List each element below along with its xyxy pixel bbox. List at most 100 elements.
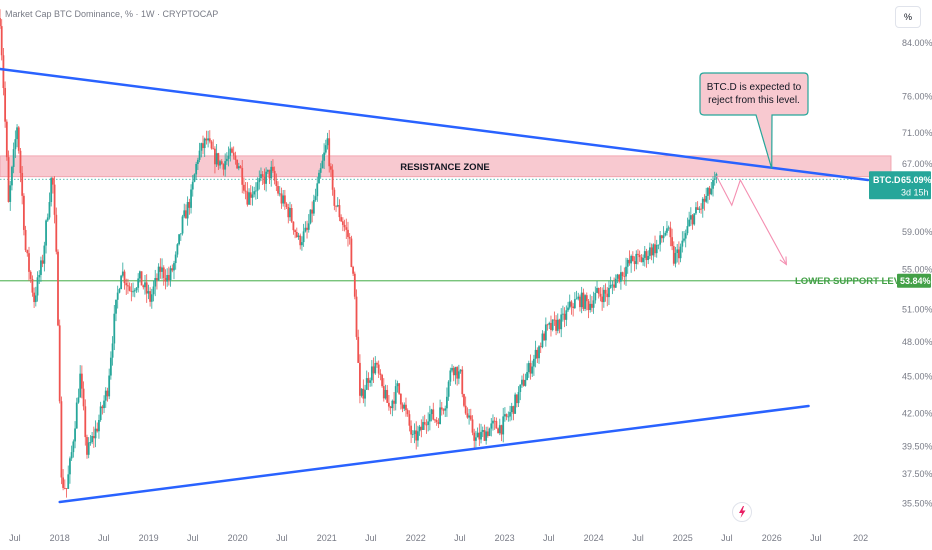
candles <box>0 9 718 498</box>
callout-line: BTC.D is expected to <box>707 82 802 93</box>
candle-body <box>14 139 17 150</box>
candle-body <box>596 288 598 293</box>
candle-body <box>65 488 68 489</box>
candle-body <box>176 244 179 255</box>
candle-body <box>343 224 346 228</box>
candle-body <box>360 388 363 396</box>
chart-title: Market Cap BTC Dominance, % · 1W · CRYPT… <box>5 9 219 19</box>
candle-body <box>393 400 395 404</box>
candle-body <box>241 167 244 185</box>
candle-body <box>703 198 706 202</box>
candle-body <box>106 390 109 397</box>
candle-body <box>178 234 181 245</box>
time-axis[interactable]: Jul 2018 Jul 2019 Jul 2020 Jul 2021 Jul 2022 Jul 20… <box>9 533 868 543</box>
price-tick-label: 48.00% <box>902 337 932 347</box>
candle-body <box>517 392 520 404</box>
candle-body <box>193 174 196 182</box>
price-tags: BTC.D 65.09% 3d 15h 53.84% <box>869 171 932 288</box>
candle-body <box>573 299 576 309</box>
candle-body <box>321 160 324 169</box>
candle-body <box>355 296 358 337</box>
candle-body <box>46 217 49 221</box>
time-tick-label: Jul <box>98 533 110 543</box>
support-level: LOWER SUPPORT LEVEL <box>0 178 912 287</box>
price-tick-label: 45.00% <box>902 372 932 382</box>
candle-body <box>222 164 225 170</box>
candle-body <box>480 431 482 440</box>
candle-body <box>464 405 467 414</box>
time-tick-label: 2018 <box>50 533 70 543</box>
candle-body <box>405 404 407 411</box>
candle-body <box>63 487 66 489</box>
price-tick-label: 35.50% <box>902 498 932 508</box>
candle-body <box>616 274 619 279</box>
candle-body <box>167 275 170 281</box>
candle-body <box>282 195 285 204</box>
candle-body <box>51 178 54 185</box>
candle-body <box>202 143 204 149</box>
candle-body <box>384 389 387 399</box>
price-axis[interactable]: 35.50% 37.50% 39.50% 42.00% 45.00% 48.00% 51.0… <box>902 38 932 509</box>
candle-body <box>0 26 3 56</box>
candle-body <box>466 413 469 418</box>
candle-body <box>159 266 162 272</box>
candle-body <box>696 207 699 210</box>
candle-body <box>364 389 366 399</box>
candle-body <box>326 138 329 146</box>
candle-body <box>24 229 27 251</box>
candle-body <box>710 188 713 195</box>
candle-body <box>381 374 383 387</box>
candle-body <box>580 292 583 308</box>
candle-body <box>307 223 310 230</box>
candle-body <box>398 383 401 394</box>
candle-body <box>82 388 85 407</box>
price-tick-label: 39.50% <box>902 441 932 451</box>
candle-body <box>256 182 259 191</box>
projection-path <box>715 175 787 266</box>
candle-body <box>492 420 494 424</box>
candle-body <box>432 409 435 420</box>
candle-body <box>423 422 426 425</box>
resistance-zone: RESISTANCE ZONE <box>0 155 892 178</box>
candle-body <box>195 163 198 175</box>
candle-body <box>9 185 12 202</box>
candle-body <box>585 295 588 302</box>
price-tick-label: 71.00% <box>902 128 932 138</box>
candle-body <box>582 292 585 309</box>
candle-body <box>123 271 126 284</box>
candle-body <box>150 294 153 302</box>
candle-body <box>565 310 568 320</box>
candle-body <box>297 235 300 237</box>
candle-body <box>36 277 39 296</box>
candle-body <box>676 249 679 253</box>
current-price-symbol: BTC.D <box>873 175 901 185</box>
candle-body <box>376 363 378 365</box>
candle-body <box>75 402 78 429</box>
resistance-zone-band <box>0 155 892 178</box>
candle-body <box>628 259 631 264</box>
candle-body <box>357 336 360 363</box>
candle-body <box>659 235 662 245</box>
candle-body <box>304 227 307 232</box>
candle-body <box>121 271 124 276</box>
candle-body <box>96 428 99 432</box>
scale-unit-button[interactable]: % <box>895 6 921 28</box>
candle-body <box>231 148 233 153</box>
candle-body <box>217 153 220 166</box>
candle-body <box>601 296 604 303</box>
candle-body <box>72 441 75 453</box>
candle-body <box>562 313 564 315</box>
candle-body <box>12 149 15 167</box>
candle-body <box>640 257 643 263</box>
flash-icon[interactable] <box>732 502 752 522</box>
candle-body <box>341 221 344 225</box>
candle-body <box>399 393 402 405</box>
candle-body <box>420 426 423 430</box>
candle-body <box>186 202 189 219</box>
candle-body <box>446 396 448 409</box>
candle-body <box>592 300 595 308</box>
candle-body <box>181 216 184 234</box>
candle-body <box>705 195 708 202</box>
candle-body <box>584 295 586 309</box>
candle-body <box>498 425 501 434</box>
